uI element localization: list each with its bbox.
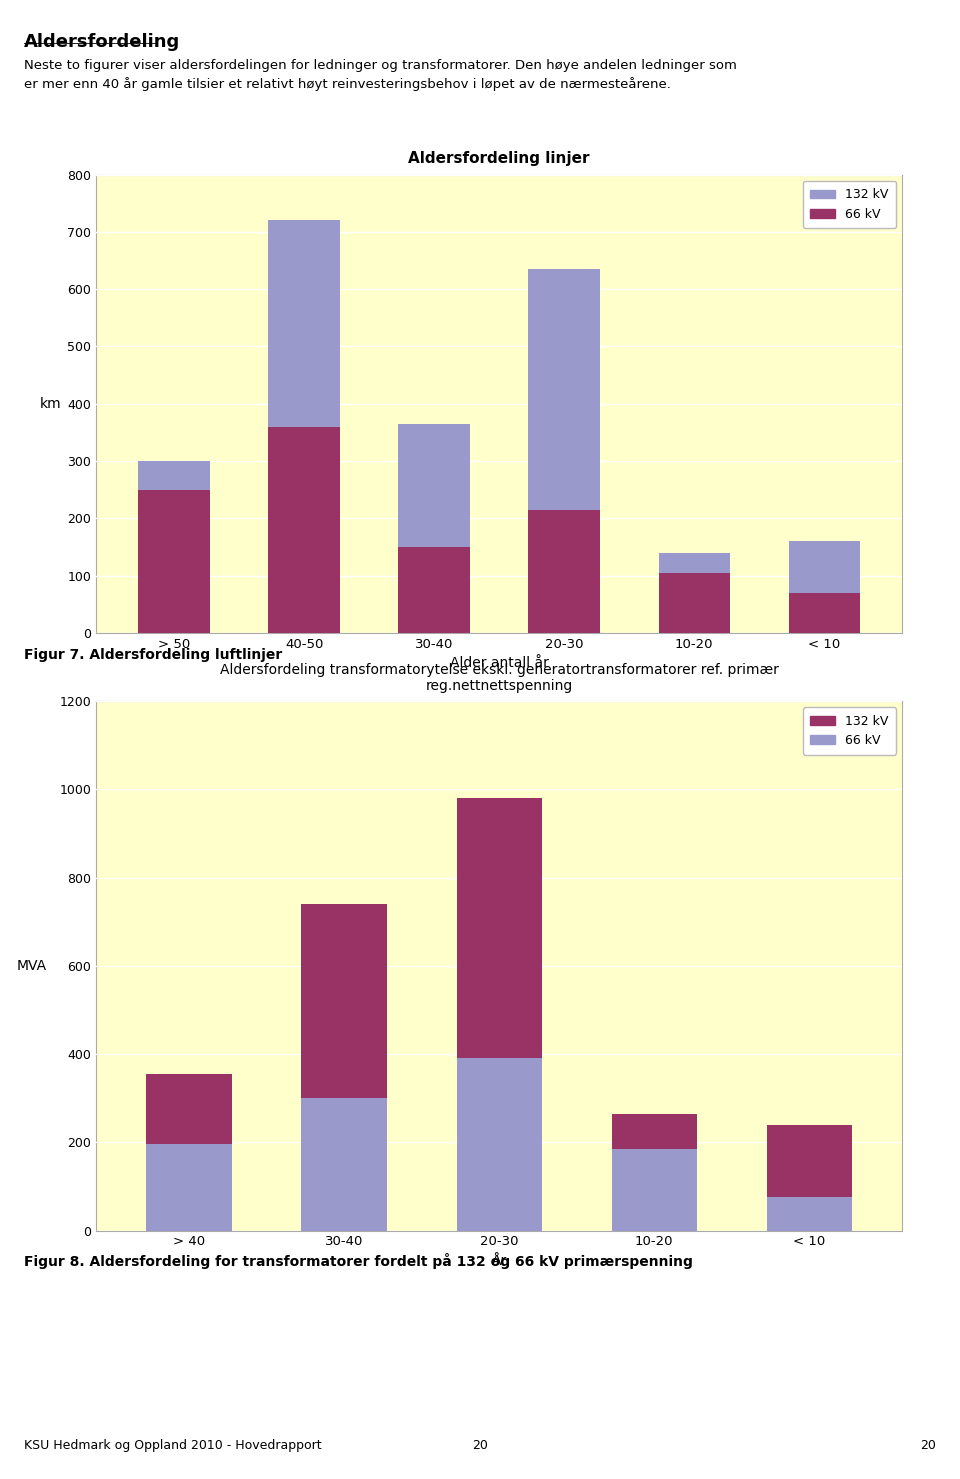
Bar — [138, 490, 210, 633]
Bar — [788, 541, 860, 593]
X-axis label: Alder antall år: Alder antall år — [450, 657, 548, 670]
Bar — [301, 1097, 387, 1231]
Bar — [301, 904, 387, 1097]
Text: Neste to figurer viser aldersfordelingen for ledninger og transformatorer. Den h: Neste to figurer viser aldersfordelingen… — [24, 59, 737, 72]
Text: Figur 8. Aldersfordeling for transformatorer fordelt på 132 og 66 kV primærspenn: Figur 8. Aldersfordeling for transformat… — [24, 1253, 693, 1269]
Bar — [398, 424, 470, 547]
Bar — [457, 1059, 541, 1231]
Bar — [138, 461, 210, 490]
Y-axis label: km: km — [39, 396, 61, 411]
Text: Figur 7. Aldersfordeling luftlinjer: Figur 7. Aldersfordeling luftlinjer — [24, 648, 282, 661]
Text: 20: 20 — [472, 1439, 488, 1452]
Text: Aldersfordeling: Aldersfordeling — [24, 33, 180, 50]
Legend: 132 kV, 66 kV: 132 kV, 66 kV — [803, 707, 896, 754]
Legend: 132 kV, 66 kV: 132 kV, 66 kV — [803, 180, 896, 228]
Bar — [528, 510, 600, 633]
Bar — [788, 593, 860, 633]
Text: 20: 20 — [920, 1439, 936, 1452]
Y-axis label: MVA: MVA — [16, 958, 46, 973]
Text: er mer enn 40 år gamle tilsier et relativt høyt reinvesteringsbehov i løpet av d: er mer enn 40 år gamle tilsier et relati… — [24, 77, 671, 90]
Bar — [659, 553, 730, 572]
Text: KSU Hedmark og Oppland 2010 - Hovedrapport: KSU Hedmark og Oppland 2010 - Hovedrappo… — [24, 1439, 322, 1452]
Title: Aldersfordeling linjer: Aldersfordeling linjer — [408, 151, 590, 167]
X-axis label: År: År — [492, 1254, 507, 1268]
Bar — [146, 1074, 231, 1145]
Bar — [612, 1149, 697, 1231]
Title: Aldersfordeling transformatorytelse ekskl. generatortransformatorer ref. primær
: Aldersfordeling transformatorytelse eksk… — [220, 663, 779, 694]
Bar — [398, 547, 470, 633]
Bar — [659, 572, 730, 633]
Bar — [146, 1145, 231, 1231]
Bar — [457, 799, 541, 1059]
Bar — [528, 269, 600, 510]
Bar — [612, 1114, 697, 1149]
Bar — [767, 1124, 852, 1198]
Bar — [269, 427, 340, 633]
Bar — [269, 220, 340, 427]
Bar — [767, 1198, 852, 1231]
